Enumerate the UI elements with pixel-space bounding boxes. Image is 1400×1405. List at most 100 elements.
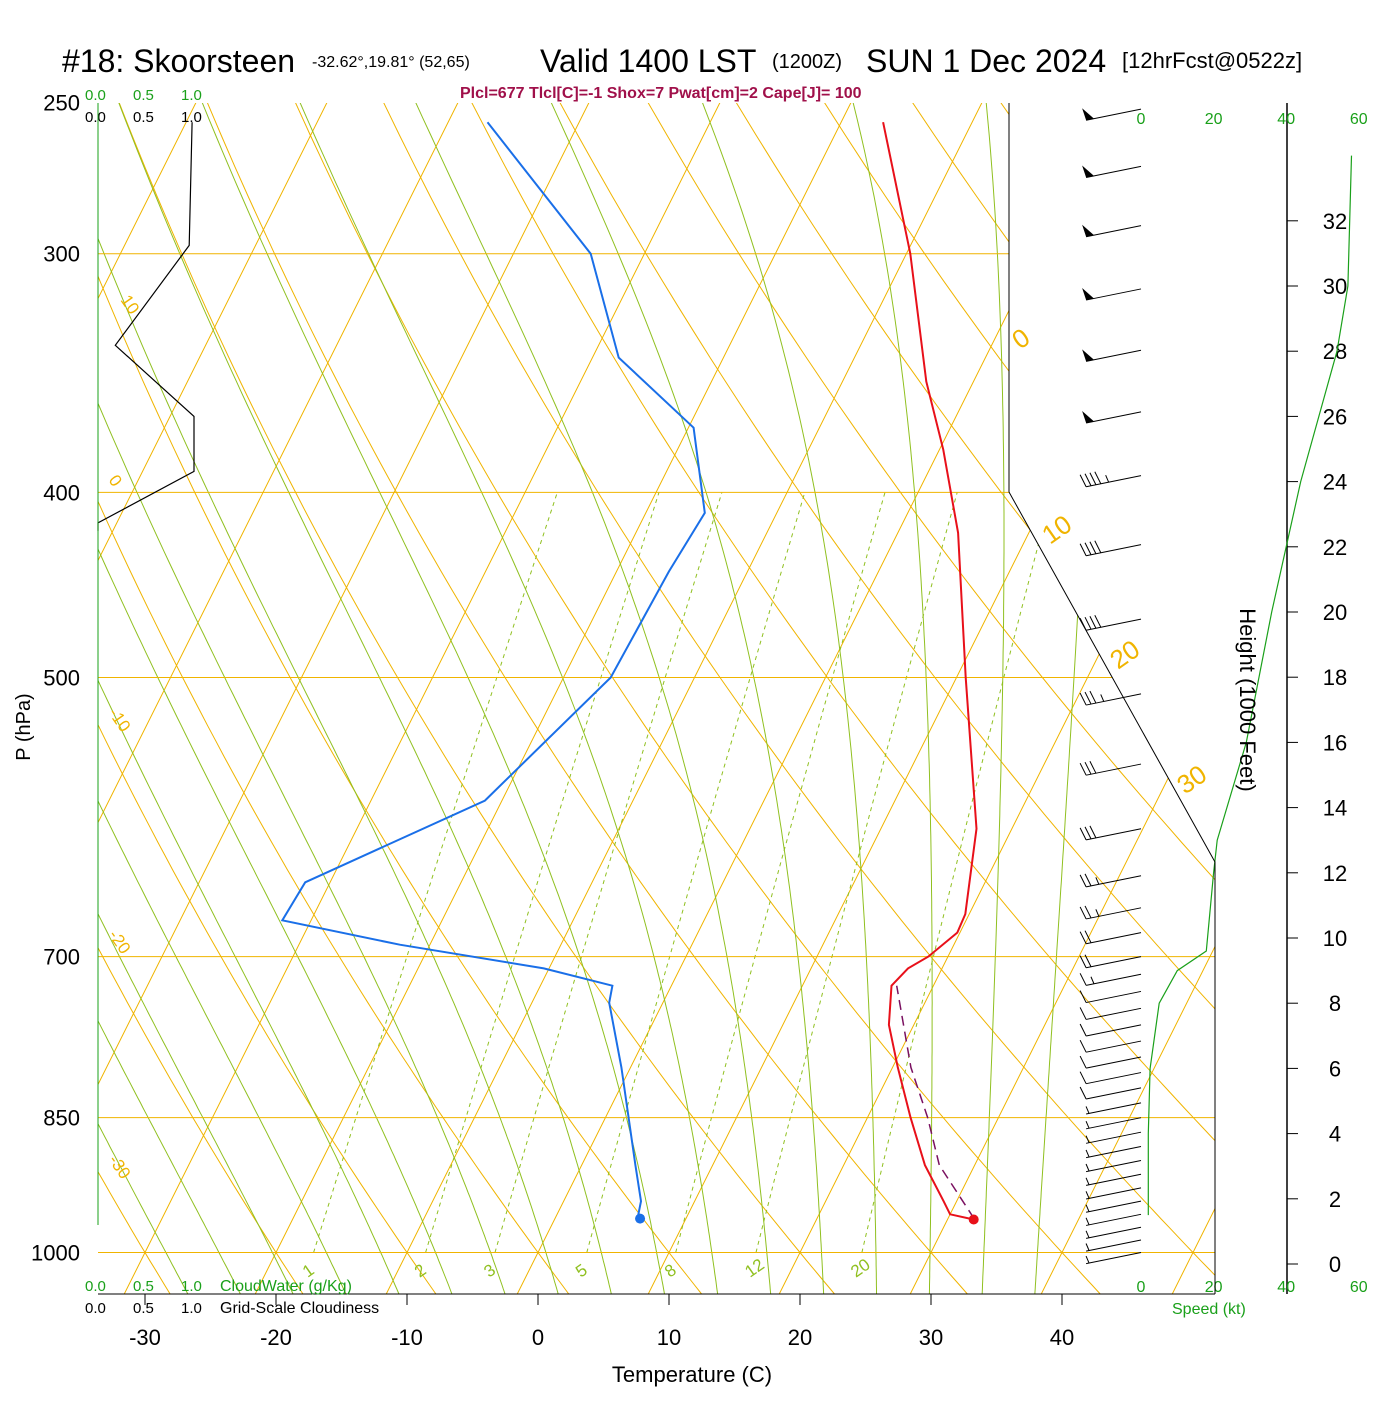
- wind-barb-staff: [1086, 693, 1142, 706]
- height-tick-label: 16: [1323, 730, 1347, 755]
- wind-barb: [1082, 224, 1142, 238]
- wind-barb-full: [1084, 691, 1092, 705]
- wind-barb: [1085, 1117, 1142, 1130]
- wind-barb-half: [1105, 474, 1110, 483]
- speed-tick-top: 40: [1277, 111, 1295, 128]
- cloudiness-tick-top: 1.0: [181, 109, 202, 126]
- wind-barb: [1082, 410, 1142, 424]
- cloudwater-tick-top: 1.0: [181, 87, 202, 104]
- wind-barb: [1079, 1086, 1142, 1100]
- wind-barb-staff: [1086, 1087, 1142, 1100]
- wind-barb-staff: [1086, 618, 1142, 631]
- x-axis-title: Temperature (C): [612, 1362, 772, 1387]
- wind-barb-full: [1079, 474, 1087, 487]
- height-tick-label: 18: [1323, 665, 1347, 690]
- height-tick-label: 10: [1323, 926, 1347, 951]
- wind-barb-full: [1094, 471, 1102, 485]
- wind-barb: [1082, 108, 1142, 121]
- height-tick-label: 26: [1323, 404, 1347, 429]
- moist-adiabat-line: [624, 103, 878, 1294]
- wind-barb-staff: [1086, 956, 1142, 969]
- mixing-ratio-label: 3: [480, 1260, 499, 1281]
- wind-speed-line: [1147, 155, 1353, 1216]
- cloudiness-label: Grid-Scale Cloudiness: [220, 1300, 379, 1317]
- surface-dewpoint-point: [635, 1213, 646, 1224]
- dry-adiabat-line: [98, 103, 314, 1294]
- wind-barb: [1085, 1226, 1142, 1239]
- wind-barb-half: [1085, 1177, 1090, 1185]
- title-utc: (1200Z): [772, 51, 842, 73]
- isotherm-line: [509, 103, 1131, 1294]
- height-tick-label: 14: [1323, 796, 1347, 821]
- isotherm-label: -20: [105, 926, 135, 957]
- wind-barb-flag: [1082, 349, 1094, 362]
- height-tick-label: 8: [1329, 991, 1341, 1016]
- wind-barb: [1079, 1023, 1142, 1037]
- height-tick-label: 22: [1323, 535, 1347, 560]
- wind-barb-staff: [1086, 1117, 1142, 1130]
- isotherm-label: 10: [1036, 509, 1077, 550]
- moist-adiabat-line: [98, 103, 616, 1294]
- wind-barb-full: [1084, 954, 1092, 967]
- isotherm-line: [771, 103, 1215, 1294]
- indices-text: Plcl=677 Tlcl[C]=-1 Shox=7 Pwat[cm]=2 Ca…: [460, 85, 862, 102]
- dry-adiabat-line: [1239, 69, 1400, 1309]
- moist-adiabat-line: [98, 103, 301, 1294]
- x-tick-label: 10: [657, 1325, 681, 1350]
- moist-adiabat-line: [131, 103, 668, 1294]
- wind-barb: [1082, 349, 1142, 362]
- wind-barb-full: [1084, 826, 1092, 840]
- wind-barb: [1085, 1213, 1142, 1226]
- wind-barb-half: [1085, 1163, 1090, 1172]
- x-tick-label: -10: [391, 1325, 423, 1350]
- speed-axis-title: Speed (kt): [1172, 1301, 1246, 1318]
- wind-barb-half: [1085, 1149, 1090, 1158]
- wind-barb-half: [1085, 1135, 1090, 1143]
- wind-barb-full: [1089, 760, 1097, 774]
- mixing-ratio-line: [313, 492, 558, 1253]
- wind-barb: [1079, 825, 1142, 841]
- moist-adiabat-line: [98, 103, 563, 1294]
- wind-barb-full: [1089, 690, 1097, 704]
- moist-adiabat-line: [223, 103, 720, 1294]
- isotherm-line: [98, 103, 214, 1294]
- y-axis-title: P (hPa): [13, 693, 35, 760]
- wind-barb: [1085, 1187, 1142, 1200]
- wind-barb-staff: [1086, 990, 1142, 1004]
- mixing-ratio-line: [494, 492, 723, 1253]
- wind-barb: [1079, 954, 1142, 969]
- cloudwater-tick-top: 0.5: [133, 87, 154, 104]
- wind-panel: 0246810121416182022242628303200202040406…: [1079, 103, 1368, 1296]
- dry-adiabat-line: [541, 103, 1215, 1294]
- wind-barb-half: [1085, 1230, 1090, 1238]
- wind-barb-full: [1079, 1071, 1087, 1084]
- wind-barb-full: [1079, 990, 1087, 1003]
- moist-adiabat-line: [98, 103, 354, 1294]
- wind-barb-full: [1079, 692, 1087, 706]
- mixing-ratio-line: [675, 492, 886, 1253]
- y-tick-label: 850: [43, 1106, 80, 1131]
- wind-barb-half: [1085, 1106, 1090, 1114]
- wind-barb-full: [1089, 615, 1097, 629]
- dry-adiabat-line: [192, 103, 981, 1294]
- wind-barb: [1085, 1252, 1142, 1265]
- wind-barb-full: [1079, 827, 1087, 841]
- isotherm-line: [1033, 103, 1215, 1294]
- wind-barb-flag: [1082, 410, 1094, 423]
- wind-barb: [1079, 1039, 1142, 1053]
- isotherm-line: [1296, 69, 1400, 1309]
- y-tick-label: 700: [43, 945, 80, 970]
- wind-barb-full: [1079, 906, 1087, 920]
- moist-adiabat-line: [466, 103, 825, 1294]
- dry-adiabat-line: [367, 103, 1215, 1294]
- isotherm-label: -30: [105, 1151, 135, 1182]
- isotherm-line: [1164, 103, 1215, 1294]
- y-tick-label: 250: [43, 91, 80, 116]
- x-tick-label: 30: [919, 1325, 943, 1350]
- wind-barb-full: [1079, 931, 1087, 944]
- wind-barb-half: [1085, 1204, 1090, 1212]
- moist-adiabat-line: [98, 103, 511, 1294]
- wind-barb-full: [1089, 541, 1097, 554]
- wind-barb-staff: [1086, 349, 1142, 362]
